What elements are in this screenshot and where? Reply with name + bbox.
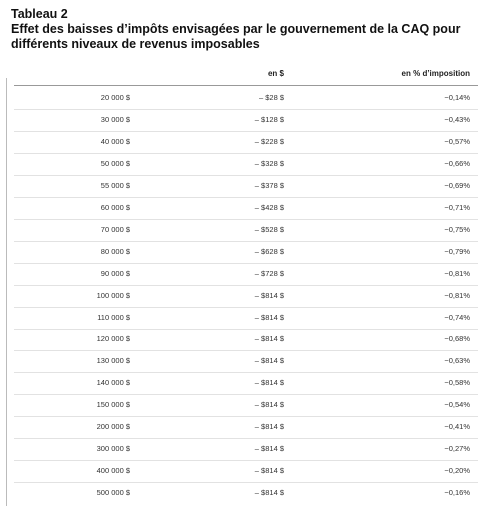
income-cell: 150 000 $	[96, 400, 130, 410]
amount-cell: – $528 $	[254, 224, 284, 234]
row-separator	[14, 350, 478, 352]
income-cell: 120 000 $	[96, 334, 130, 344]
amount-cell: – $814 $	[254, 378, 284, 388]
percent-cell: −0,57%	[444, 136, 470, 146]
amount-cell: – $28 $	[258, 93, 284, 102]
amount-cell: – $814 $	[254, 312, 284, 322]
amount-cell: – $814 $	[254, 356, 284, 366]
income-cell: 60 000 $	[100, 202, 130, 212]
percent-cell: −0,16%	[444, 488, 470, 498]
income-cell: 140 000 $	[96, 378, 130, 388]
percent-cell: −0,81%	[444, 290, 470, 300]
amount-cell: – $814 $	[254, 400, 284, 410]
header-rule	[14, 85, 478, 86]
row-separator	[14, 174, 478, 176]
row-separator	[14, 482, 478, 484]
income-cell: 500 000 $	[96, 488, 130, 498]
row-separator	[14, 262, 478, 264]
percent-cell: −0,79%	[444, 246, 470, 256]
income-cell: 400 000 $	[96, 466, 130, 476]
table-title: Effet des baisses d’impôts envisagées pa…	[11, 22, 461, 51]
income-cell: 130 000 $	[96, 356, 130, 366]
percent-cell: −0,63%	[444, 356, 470, 366]
percent-cell: −0,69%	[444, 180, 470, 190]
column-header: en % d’imposition	[401, 69, 470, 78]
amount-cell: – $814 $	[254, 290, 284, 300]
income-cell: 80 000 $	[100, 246, 130, 256]
percent-cell: −0,66%	[444, 158, 470, 168]
row-separator	[14, 218, 478, 220]
table-label: Tableau 2	[11, 7, 68, 21]
amount-cell: – $814 $	[254, 334, 284, 344]
row-separator	[14, 328, 478, 330]
row-separator	[14, 460, 478, 462]
income-cell: 30 000 $	[100, 114, 130, 124]
amount-cell: – $378 $	[254, 180, 284, 190]
row-separator	[14, 438, 478, 440]
amount-cell: – $814 $	[254, 488, 284, 498]
percent-cell: −0,27%	[444, 444, 470, 454]
row-separator	[14, 152, 478, 154]
income-cell: 110 000 $	[97, 312, 130, 322]
row-separator	[14, 196, 478, 198]
column-header: en $	[267, 69, 284, 78]
amount-cell: – $628 $	[254, 246, 284, 256]
income-cell: 100 000 $	[96, 290, 130, 300]
amount-cell: – $228 $	[254, 136, 284, 146]
amount-cell: – $814 $	[254, 444, 284, 454]
row-separator	[14, 416, 478, 418]
percent-cell: −0,20%	[444, 466, 470, 476]
income-cell: 70 000 $	[100, 224, 130, 234]
percent-cell: −0,71%	[444, 202, 470, 212]
income-cell: 55 000 $	[100, 180, 130, 190]
income-cell: 40 000 $	[100, 136, 130, 146]
row-separator	[14, 109, 478, 110]
amount-cell: – $328 $	[254, 158, 284, 168]
amount-cell: – $814 $	[254, 466, 284, 476]
amount-cell: – $728 $	[254, 268, 284, 278]
percent-cell: −0,75%	[444, 224, 470, 234]
amount-cell: – $128 $	[254, 114, 284, 124]
row-separator	[14, 240, 478, 242]
percent-cell: −0,68%	[444, 334, 470, 344]
income-cell: 90 000 $	[100, 268, 130, 278]
left-border	[6, 78, 7, 506]
amount-cell: – $814 $	[254, 422, 284, 432]
row-separator	[14, 130, 478, 132]
income-cell: 50 000 $	[100, 158, 130, 168]
percent-cell: −0,41%	[444, 422, 470, 432]
percent-cell: −0,74%	[444, 312, 470, 322]
amount-cell: – $428 $	[254, 202, 284, 212]
income-cell: 20 000 $	[100, 93, 130, 102]
percent-cell: −0,43%	[444, 114, 470, 124]
percent-cell: −0,14%	[444, 93, 470, 102]
row-separator	[14, 372, 478, 374]
row-separator	[14, 306, 478, 308]
percent-cell: −0,81%	[444, 268, 470, 278]
percent-cell: −0,58%	[444, 378, 470, 388]
income-cell: 300 000 $	[96, 444, 130, 454]
percent-cell: −0,54%	[444, 400, 470, 410]
row-separator	[14, 284, 478, 286]
row-separator	[14, 394, 478, 396]
income-cell: 200 000 $	[96, 422, 130, 432]
